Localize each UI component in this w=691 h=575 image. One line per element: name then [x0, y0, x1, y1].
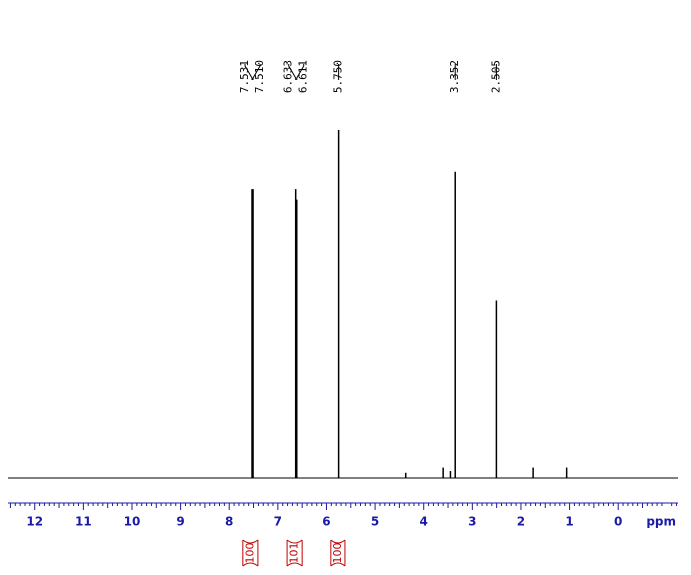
- x-tick-label: 5: [371, 515, 379, 529]
- x-tick-label: 11: [75, 515, 92, 529]
- integral-label: 101: [288, 543, 301, 564]
- x-tick-label: 12: [26, 515, 43, 529]
- peak-label: 6.611: [297, 60, 310, 93]
- x-tick-label: 7: [274, 515, 282, 529]
- integral-label: 100: [243, 543, 256, 564]
- integral-bracket: [330, 539, 346, 567]
- peak-pick-line: [244, 64, 253, 80]
- x-tick-label: 1: [565, 515, 573, 529]
- x-tick-label: 0: [614, 515, 622, 529]
- x-tick-label: 6: [322, 515, 330, 529]
- x-tick-label: 2: [517, 515, 525, 529]
- x-axis-label: ppm: [646, 515, 676, 529]
- peak-label: 7.531: [238, 60, 251, 93]
- peak-pick-line: [252, 64, 261, 80]
- x-tick-label: 9: [176, 515, 184, 529]
- x-tick-label: 8: [225, 515, 233, 529]
- peak-pick-line: [296, 64, 305, 80]
- x-tick-label: 3: [468, 515, 476, 529]
- integral-bracket: [286, 539, 303, 567]
- peak-label: 6.633: [282, 60, 295, 93]
- x-tick-label: 10: [124, 515, 141, 529]
- peak-pick-line: [288, 64, 297, 80]
- x-tick-label: 4: [420, 515, 428, 529]
- peak-label: 7.510: [253, 60, 266, 93]
- integral-label: 100: [331, 543, 344, 564]
- integral-bracket: [242, 539, 259, 567]
